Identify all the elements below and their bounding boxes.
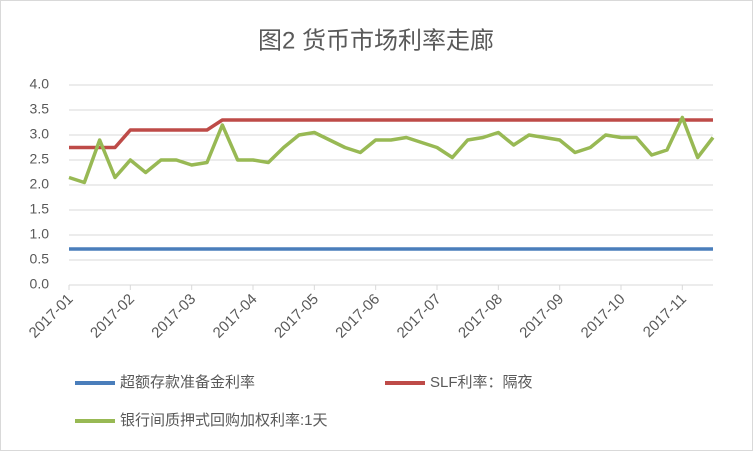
y-tick-label: 1.0 — [30, 226, 50, 242]
legend-label: SLF利率：隔夜 — [430, 374, 533, 391]
y-tick-label: 4.0 — [30, 76, 50, 92]
y-tick-label: 0.0 — [30, 276, 50, 292]
y-tick-label: 3.5 — [30, 101, 50, 117]
legend-label: 银行间质押式回购加权利率:1天 — [120, 412, 328, 429]
data-line — [69, 118, 713, 150]
y-tick-label: 0.5 — [30, 251, 50, 267]
y-tick-label: 3.0 — [30, 126, 50, 142]
y-tick-label: 2.5 — [30, 151, 50, 167]
legend-label: 超额存款准备金利率 — [120, 374, 255, 391]
data-line — [68, 115, 715, 185]
chart-title: 图2 货币市场利率走廊 — [258, 27, 494, 54]
y-tick-label: 2.0 — [30, 176, 50, 192]
y-tick-label: 1.5 — [30, 201, 50, 217]
